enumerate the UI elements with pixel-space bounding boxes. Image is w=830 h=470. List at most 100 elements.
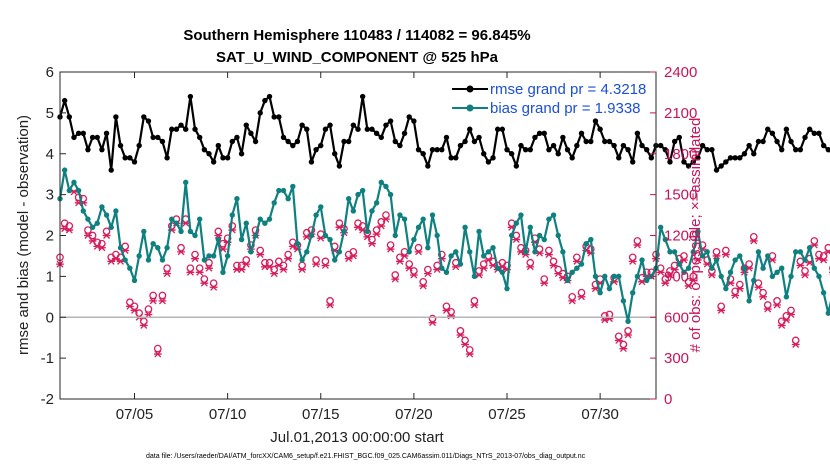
y-tick-label-left: 0 (46, 309, 54, 326)
rmse-point (364, 126, 371, 132)
rmse-point (476, 134, 482, 141)
obs-assimilated-point (363, 233, 372, 241)
rmse-point (611, 142, 617, 149)
rmse-point (308, 159, 315, 165)
x-axis-label: Jul.01,2013 00:00:00 start (270, 429, 444, 446)
obs-assimilated-point (349, 252, 358, 260)
bias-point (280, 187, 287, 194)
rmse-point (359, 93, 366, 100)
obs-assimilated-point (382, 215, 390, 223)
y-tick-label-left: 1 (46, 268, 54, 285)
obs-assimilated-point (717, 306, 726, 314)
rmse-point (313, 146, 319, 153)
obs-assimilated-point (237, 266, 246, 274)
obs-assimilated-point (759, 293, 767, 301)
rmse-point (85, 146, 91, 153)
obs-assimilated-point (200, 279, 209, 287)
bias-point (774, 269, 780, 275)
bias-point (699, 253, 706, 259)
obs-assimilated-point (191, 255, 199, 263)
rmse-point (737, 155, 743, 161)
bias-point (220, 269, 226, 275)
rmse-point (485, 159, 492, 165)
chart-title-line1: Southern Hemisphere 110483 / 114082 = 96… (183, 27, 530, 44)
bias-point (448, 253, 454, 259)
rmse-point (94, 134, 100, 141)
rmse-point (131, 159, 138, 165)
obs-assimilated-point (321, 262, 330, 269)
bias-point (85, 216, 91, 222)
bias-point (792, 249, 799, 255)
obs-assimilated-point (265, 263, 274, 271)
rmse-point (276, 114, 282, 120)
obs-assimilated-point (614, 336, 623, 344)
bias-point (574, 265, 580, 271)
bias-point (192, 232, 198, 239)
bias-point (462, 224, 468, 231)
bias-point (248, 249, 254, 255)
obs-assimilated-point (102, 232, 111, 239)
bias-point (234, 196, 240, 202)
bias-point (127, 265, 133, 271)
bias-point (518, 212, 524, 218)
rmse-point (732, 155, 738, 161)
bias-point (667, 249, 673, 255)
rmse-point (192, 126, 198, 132)
rmse-point (271, 114, 277, 120)
bias-point (243, 220, 249, 226)
bias-point (597, 290, 603, 296)
rmse-point (224, 155, 231, 161)
bias-point (94, 220, 100, 226)
y-tick-label-left: 4 (46, 146, 54, 163)
bias-point (131, 277, 138, 284)
bias-point (592, 273, 599, 280)
obs-assimilated-point (749, 237, 758, 245)
rmse-point (113, 114, 119, 120)
bias-point (606, 285, 613, 292)
rmse-layer (57, 93, 830, 173)
obs-possible-point (163, 264, 171, 273)
rmse-point (392, 138, 398, 145)
rmse-point (508, 151, 515, 157)
obs-assimilated-point (400, 252, 409, 260)
obs-assimilated-point (731, 291, 740, 299)
obs-assimilated-point (633, 241, 642, 249)
legend-rmse-label: rmse grand pr = 4.3218 (490, 81, 646, 98)
bias-point (169, 216, 175, 222)
bias-point (201, 257, 208, 263)
rmse-point (262, 97, 268, 104)
y-tick-label-right: 0 (664, 391, 672, 408)
rmse-point (811, 130, 818, 137)
rmse-point (439, 146, 445, 153)
y-axis-label-left: rmse and bias (model - observation) (15, 115, 32, 355)
rmse-point (108, 167, 114, 173)
bias-point (215, 236, 222, 243)
bias-point (723, 285, 729, 292)
bias-point (318, 204, 324, 210)
obs-assimilated-point (386, 245, 395, 253)
rmse-point (318, 142, 324, 149)
rmse-point (322, 126, 329, 132)
obs-assimilated-point (791, 341, 800, 348)
bias-point (187, 228, 194, 235)
obs-possible-point (84, 226, 92, 234)
bias-point (257, 216, 263, 222)
bias-point (276, 187, 282, 194)
bias-point (322, 232, 329, 239)
obs-assimilated-point (195, 268, 204, 276)
bias-point (802, 257, 808, 263)
x-tick-label: 07/05 (116, 406, 154, 423)
bias-point (224, 253, 231, 259)
obs-assimilated-point (810, 241, 819, 249)
bias-line (58, 169, 830, 323)
bias-point (313, 212, 319, 218)
rmse-point (779, 146, 785, 153)
bias-point (406, 249, 412, 255)
bias-point (494, 265, 501, 271)
rmse-point (387, 118, 394, 124)
bias-point (425, 245, 431, 251)
bias-point (411, 236, 417, 243)
bias-point (141, 228, 147, 235)
bias-point (99, 204, 105, 210)
